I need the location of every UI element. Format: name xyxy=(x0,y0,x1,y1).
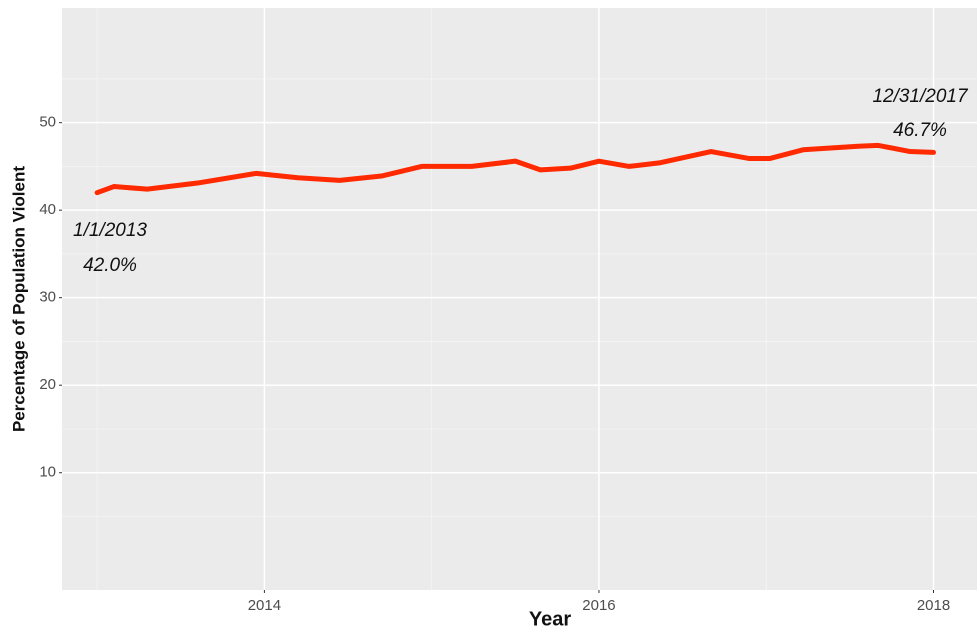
y-tick-label: 10 xyxy=(39,464,56,481)
annotation-date: 1/1/2013 xyxy=(73,220,147,241)
x-tick-label: 2014 xyxy=(248,597,281,614)
y-axis-title: Percentage of Population Violent xyxy=(9,166,28,432)
y-tick-label: 20 xyxy=(39,376,56,393)
x-tick-label: 2018 xyxy=(917,597,950,614)
panel xyxy=(62,8,977,590)
x-axis-title: Year xyxy=(529,608,571,630)
annotation-value: 46.7% xyxy=(893,120,947,141)
line xyxy=(94,142,937,196)
y-tick-label: 30 xyxy=(39,289,56,306)
annotation-date: 12/31/2017 xyxy=(872,86,969,107)
y-tick-label: 50 xyxy=(39,114,56,131)
y-tick-label: 40 xyxy=(39,201,56,218)
x-tick-label: 2016 xyxy=(582,597,615,614)
annotation-value: 42.0% xyxy=(83,255,137,276)
